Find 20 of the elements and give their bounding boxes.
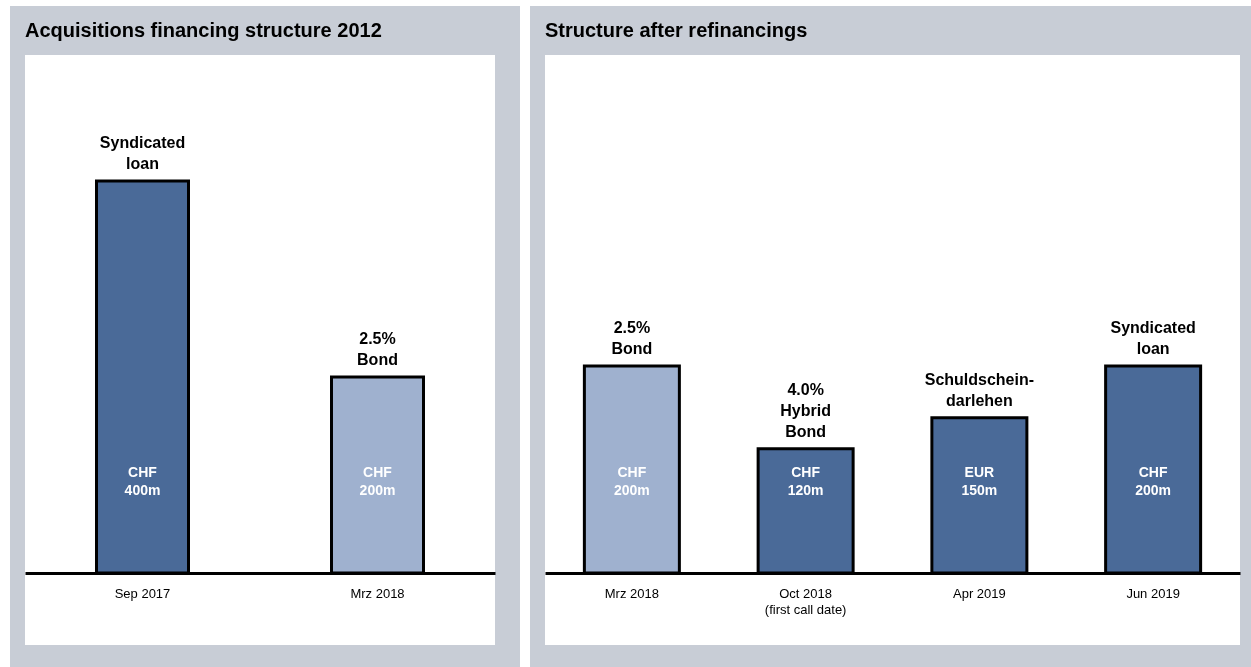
x-tick-label: Sep 2017 xyxy=(114,585,171,601)
x-tick-label: Oct 2018 (first call date) xyxy=(764,585,847,617)
chart-title: Acquisitions financing structure 2012 xyxy=(25,19,382,41)
annotation: 4.0% Hybrid Bond xyxy=(780,380,831,440)
data-label: CHF 200m xyxy=(613,464,650,498)
x-tick-label: Mrz 2018 xyxy=(350,585,405,601)
x-tick-label: Jun 2019 xyxy=(1126,585,1180,601)
x-tick-label: Mrz 2018 xyxy=(604,585,659,601)
data-label: CHF 400m xyxy=(124,464,161,498)
annotation: 2.5% Bond xyxy=(611,319,653,357)
chart-title: Structure after refinancings xyxy=(545,19,808,41)
data-label: CHF 200m xyxy=(1135,464,1172,498)
data-label: EUR 150m xyxy=(961,464,998,498)
data-label: CHF 120m xyxy=(787,464,824,498)
annotation: Syndicated loan xyxy=(99,134,186,172)
annotation: Schuldschein- darlehen xyxy=(924,370,1035,409)
data-label: CHF 200m xyxy=(359,464,396,498)
annotation: 2.5% Bond xyxy=(357,330,398,368)
annotation: Syndicated loan xyxy=(1110,319,1196,357)
x-tick-label: Apr 2019 xyxy=(952,585,1006,601)
